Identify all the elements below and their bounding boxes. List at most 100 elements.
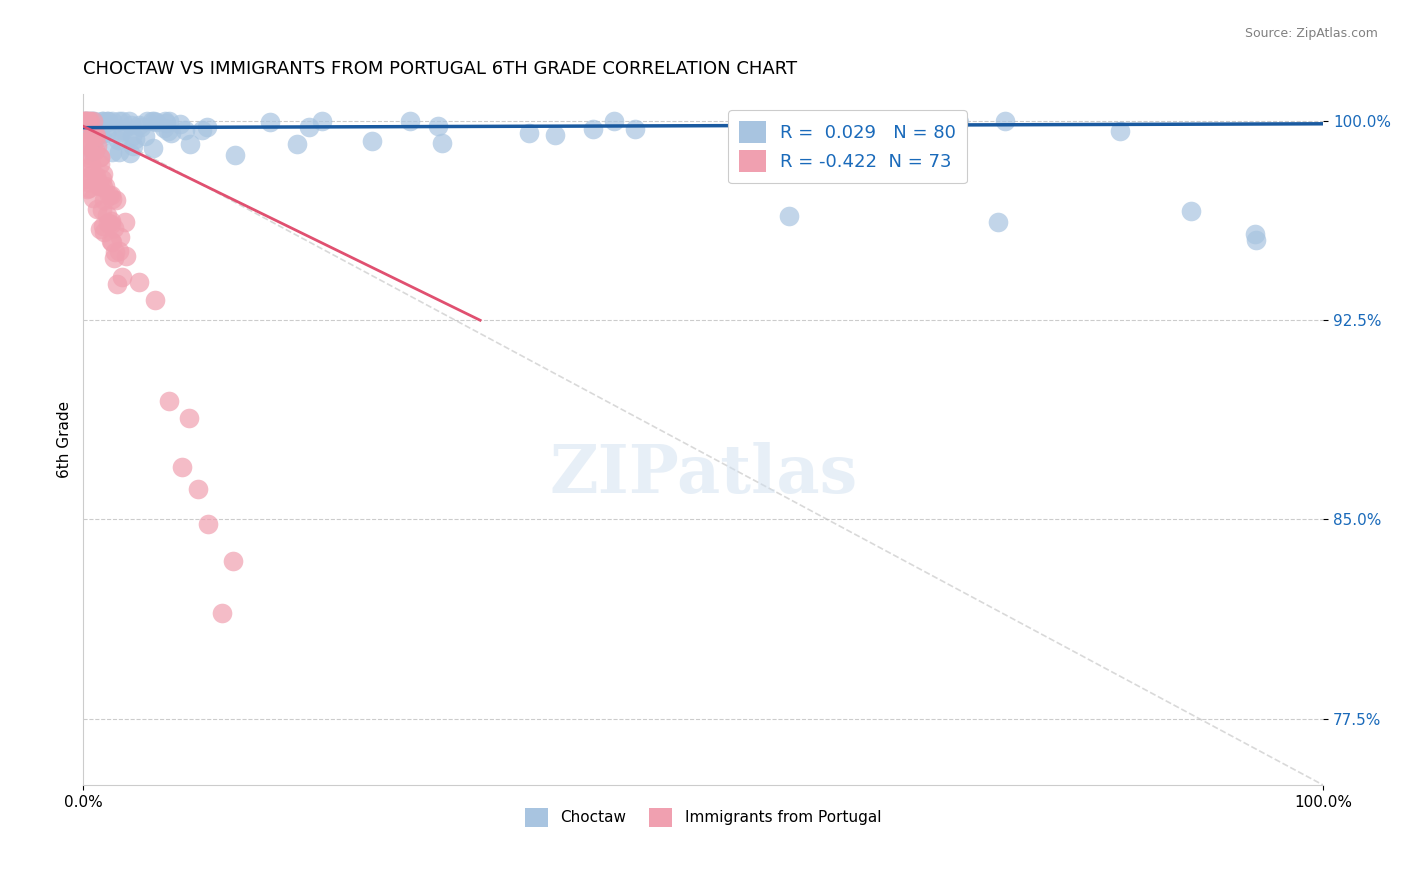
Point: [89, 222, 111, 236]
Point: [82, 144, 104, 158]
Point: [77, 114, 100, 128]
Point: [259, 115, 281, 129]
Point: [82, 114, 104, 128]
Point: [79, 115, 101, 129]
Point: [100, 234, 122, 248]
Point: [141, 114, 163, 128]
Point: [76, 138, 98, 153]
Point: [187, 482, 209, 496]
Point: [135, 114, 157, 128]
Point: [195, 120, 218, 135]
Point: [83, 145, 105, 159]
Point: [82, 128, 104, 143]
Point: [77, 161, 100, 175]
Point: [97, 216, 120, 230]
Point: [96, 208, 118, 222]
Point: [108, 145, 131, 159]
Point: [77, 122, 100, 136]
Point: [76, 114, 98, 128]
Point: [360, 134, 382, 148]
Point: [103, 251, 125, 265]
Point: [89, 150, 111, 164]
Point: [91, 114, 114, 128]
Point: [145, 115, 167, 129]
Point: [73, 114, 96, 128]
Point: [122, 139, 145, 153]
Point: [91, 219, 114, 233]
Point: [222, 554, 245, 568]
Point: [107, 244, 129, 258]
Point: [77, 114, 100, 128]
Point: [108, 114, 131, 128]
Point: [93, 225, 115, 239]
Point: [602, 114, 624, 128]
Point: [87, 178, 110, 193]
Point: [987, 215, 1010, 229]
Point: [91, 179, 114, 194]
Point: [169, 118, 191, 132]
Point: [224, 147, 246, 161]
Point: [105, 277, 128, 292]
Point: [143, 114, 166, 128]
Point: [80, 168, 103, 182]
Point: [153, 121, 176, 136]
Point: [77, 132, 100, 146]
Point: [153, 114, 176, 128]
Point: [114, 249, 136, 263]
Point: [177, 410, 200, 425]
Point: [111, 123, 134, 137]
Point: [1244, 227, 1267, 241]
Point: [211, 607, 233, 621]
Point: [80, 114, 103, 128]
Point: [89, 157, 111, 171]
Point: [94, 116, 117, 130]
Point: [107, 133, 129, 147]
Point: [89, 150, 111, 164]
Point: [90, 202, 112, 217]
Point: [948, 115, 970, 129]
Point: [82, 114, 104, 128]
Point: [84, 129, 107, 144]
Point: [101, 192, 124, 206]
Point: [84, 128, 107, 143]
Point: [77, 152, 100, 166]
Point: [285, 137, 308, 152]
Point: [544, 128, 567, 142]
Point: [776, 114, 799, 128]
Point: [121, 129, 143, 144]
Y-axis label: 6th Grade: 6th Grade: [58, 401, 72, 478]
Point: [90, 171, 112, 186]
Point: [79, 148, 101, 162]
Point: [83, 114, 105, 128]
Point: [82, 128, 104, 143]
Point: [157, 394, 180, 409]
Point: [75, 114, 97, 128]
Point: [90, 127, 112, 141]
Point: [87, 178, 110, 192]
Point: [128, 276, 150, 290]
Point: [134, 129, 156, 144]
Point: [104, 193, 127, 207]
Point: [120, 145, 142, 160]
Point: [94, 179, 117, 194]
Point: [157, 124, 180, 138]
Point: [91, 114, 114, 128]
Point: [73, 114, 96, 128]
Point: [84, 143, 107, 157]
Point: [624, 122, 647, 136]
Point: [86, 174, 108, 188]
Point: [98, 188, 121, 202]
Point: [427, 119, 450, 133]
Point: [77, 135, 100, 149]
Point: [191, 123, 214, 137]
Point: [77, 175, 100, 189]
Text: Source: ZipAtlas.com: Source: ZipAtlas.com: [1244, 27, 1378, 40]
Point: [83, 127, 105, 141]
Point: [75, 114, 97, 128]
Point: [108, 125, 131, 139]
Point: [80, 158, 103, 172]
Point: [79, 114, 101, 128]
Point: [72, 120, 94, 134]
Point: [111, 269, 134, 284]
Point: [100, 188, 122, 202]
